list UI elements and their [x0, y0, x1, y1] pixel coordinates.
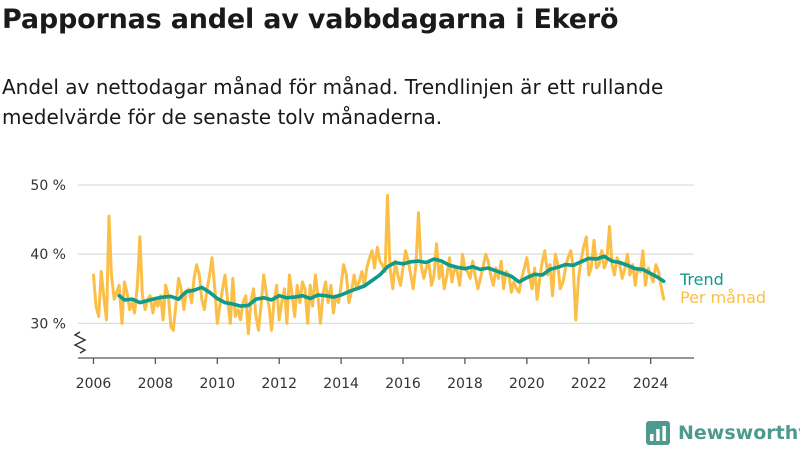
monthly-series-label: Per månad — [680, 288, 766, 307]
y-tick-label: 40 % — [30, 247, 66, 263]
x-tick-label: 2008 — [138, 376, 174, 392]
axis-break-icon — [73, 331, 87, 354]
bar-chart-logo-icon — [646, 421, 670, 445]
axes: 30 % 40 % 50 % 2006 2008 2010 2012 2014 2016 2018… — [30, 178, 694, 392]
x-tick-label: 2022 — [571, 376, 607, 392]
x-tick-label: 2010 — [199, 376, 235, 392]
x-tick-label: 2016 — [385, 376, 421, 392]
chart-title: Pappornas andel av vabbdagarna i Ekerö — [2, 4, 619, 35]
trend-series-label: Trend — [679, 270, 724, 289]
newsworthy-logo: Newsworthy — [646, 420, 800, 446]
x-tick-label: 2012 — [261, 376, 297, 392]
x-tick-label: 2018 — [447, 376, 483, 392]
x-tick-label: 2020 — [509, 376, 545, 392]
x-tick-label: 2024 — [633, 376, 669, 392]
y-tick-label: 50 % — [30, 178, 66, 194]
brand-name: Newsworthy — [678, 422, 800, 444]
x-tick-label: 2014 — [323, 376, 359, 392]
monthly-series-line — [92, 193, 666, 336]
chart-subtitle: Andel av nettodagar månad för månad. Tre… — [2, 75, 664, 129]
trend-series-line — [117, 254, 666, 308]
series-lines — [92, 193, 666, 336]
x-tick-label: 2006 — [76, 376, 112, 392]
y-tick-label: 30 % — [30, 316, 66, 332]
